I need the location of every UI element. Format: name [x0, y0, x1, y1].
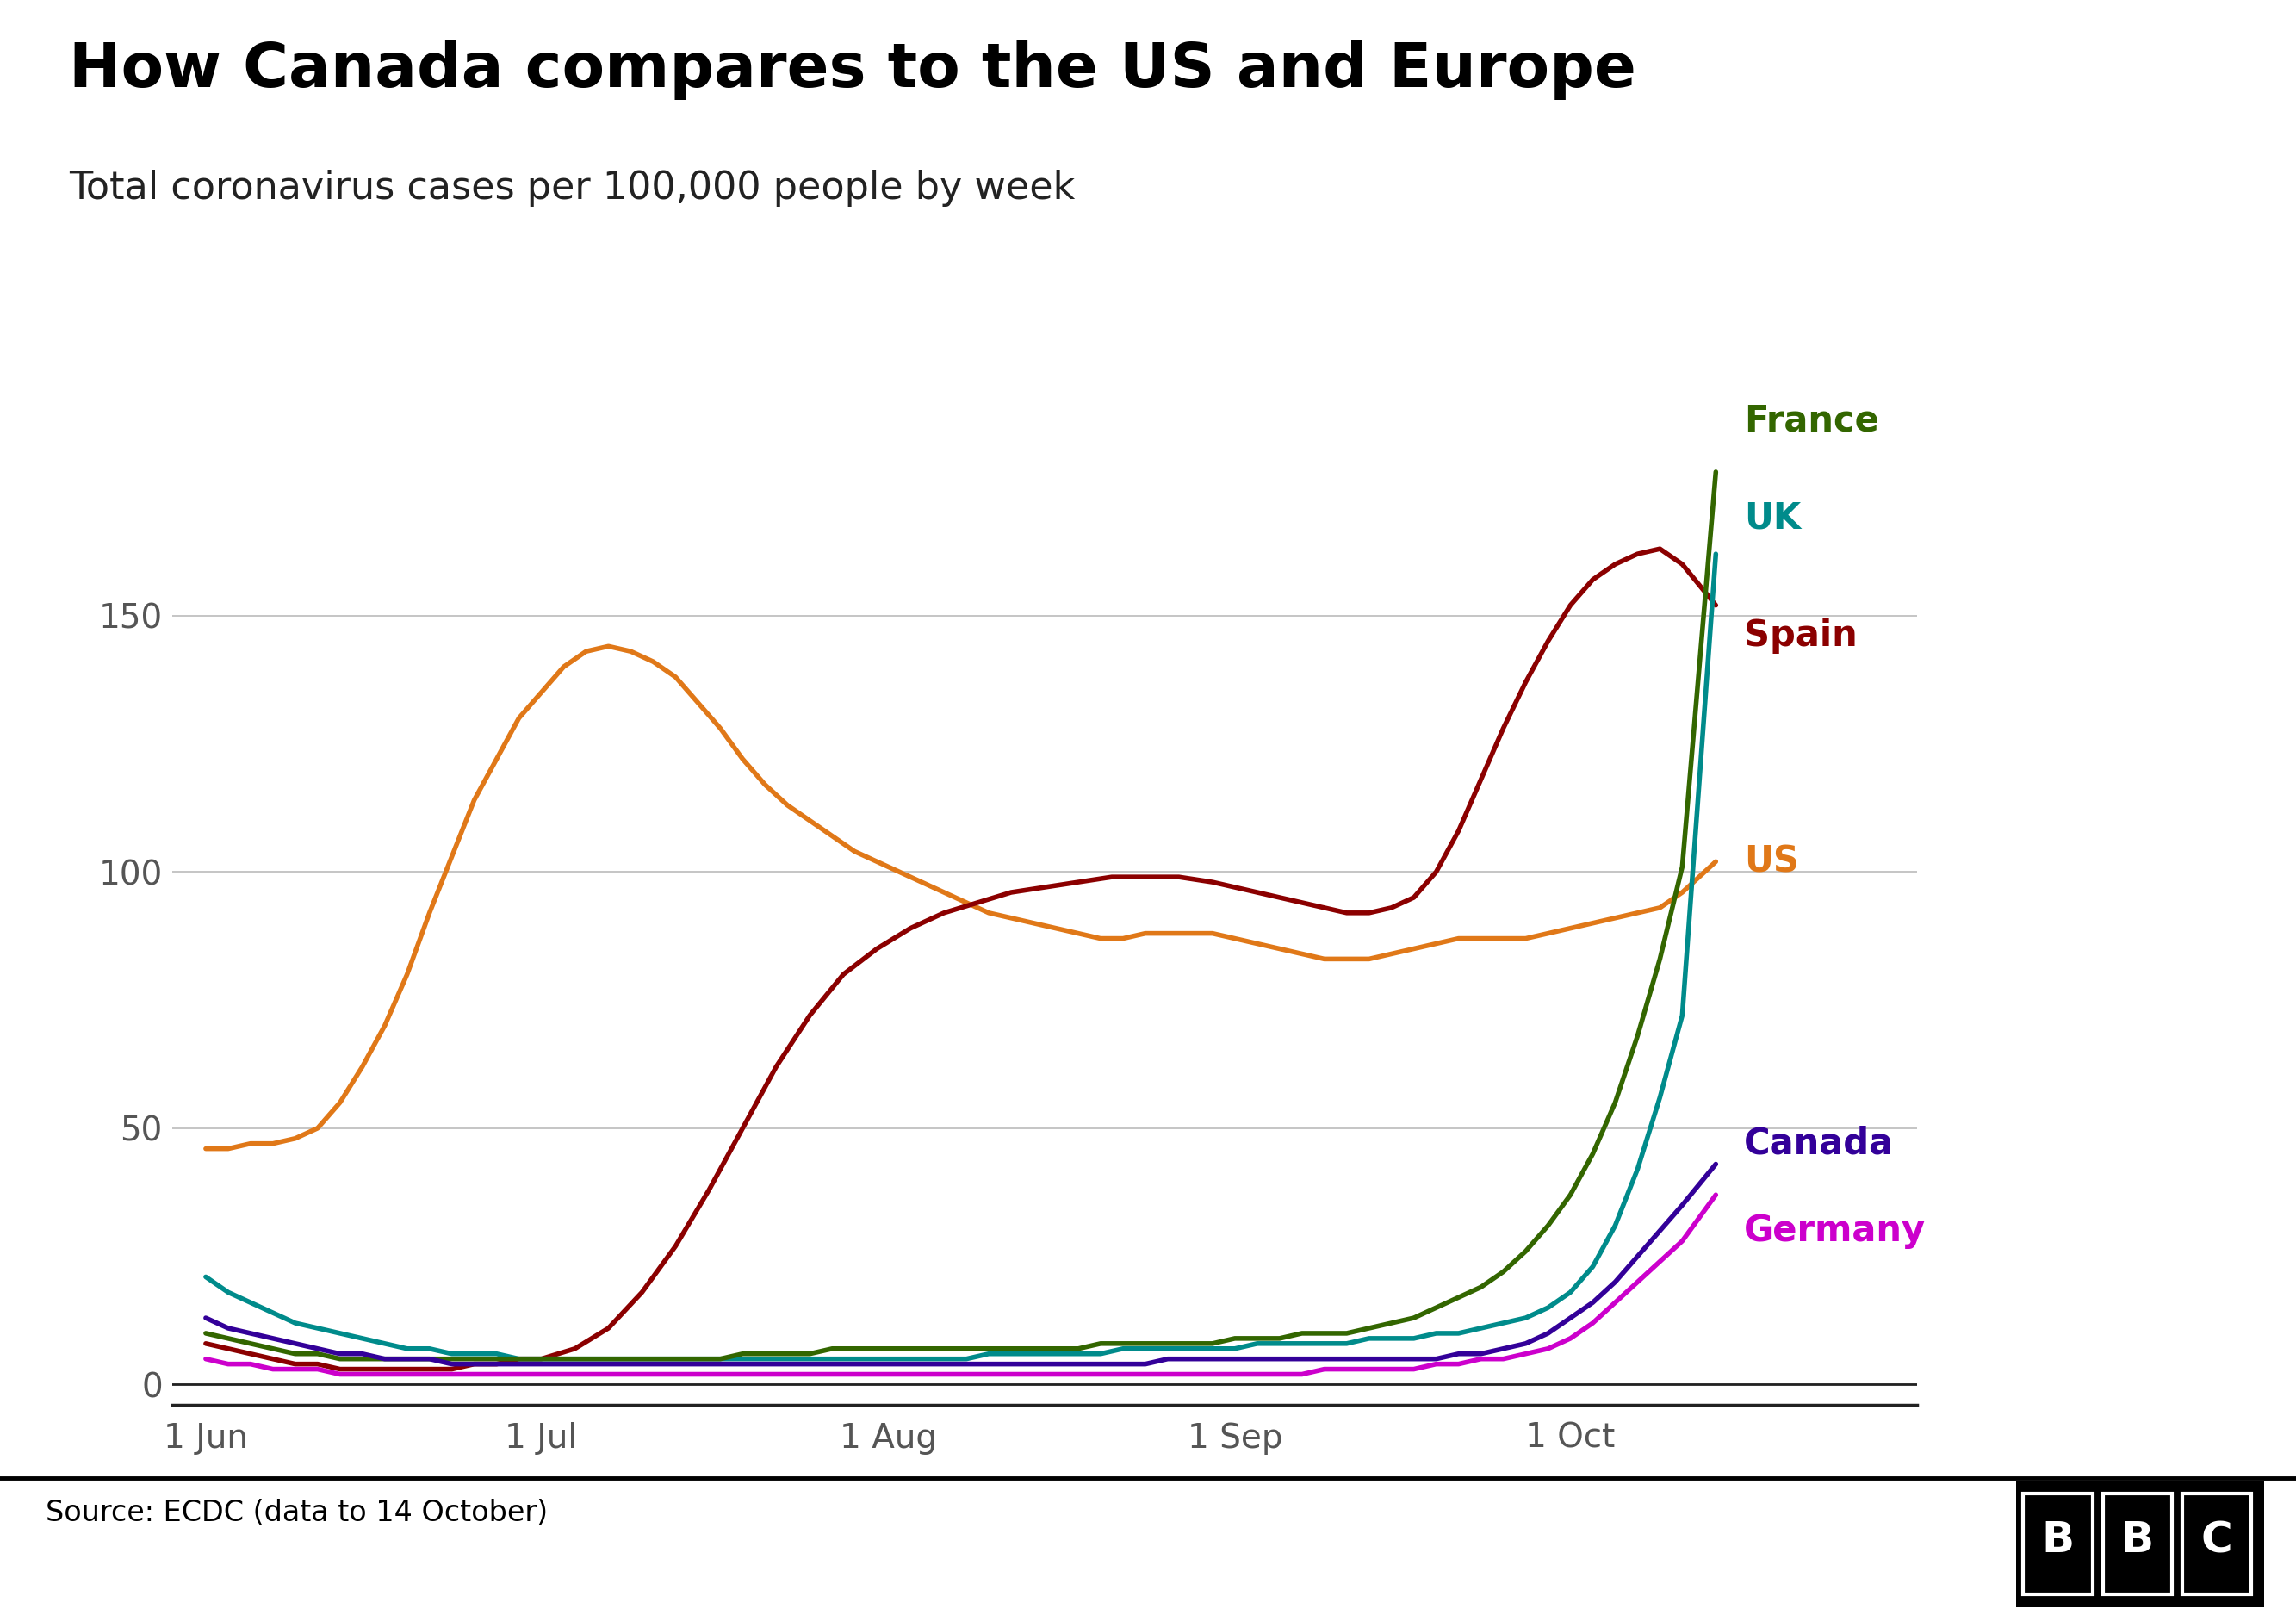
Text: Source: ECDC (data to 14 October): Source: ECDC (data to 14 October) [46, 1499, 549, 1528]
Bar [2103, 1494, 2172, 1594]
Text: US: US [1743, 843, 1798, 880]
Text: Germany: Germany [1743, 1213, 1926, 1248]
Text: Total coronavirus cases per 100,000 people by week: Total coronavirus cases per 100,000 peop… [69, 170, 1075, 207]
Text: How Canada compares to the US and Europe: How Canada compares to the US and Europe [69, 40, 1637, 100]
Text: C: C [2202, 1520, 2232, 1560]
Text: B: B [2041, 1520, 2076, 1560]
Text: France: France [1743, 402, 1878, 439]
Text: Spain: Spain [1743, 619, 1857, 654]
Text: UK: UK [1743, 501, 1800, 536]
Bar [2023, 1494, 2092, 1594]
Text: Canada: Canada [1743, 1126, 1894, 1161]
Text: B: B [2122, 1520, 2154, 1560]
Bar [2181, 1494, 2252, 1594]
